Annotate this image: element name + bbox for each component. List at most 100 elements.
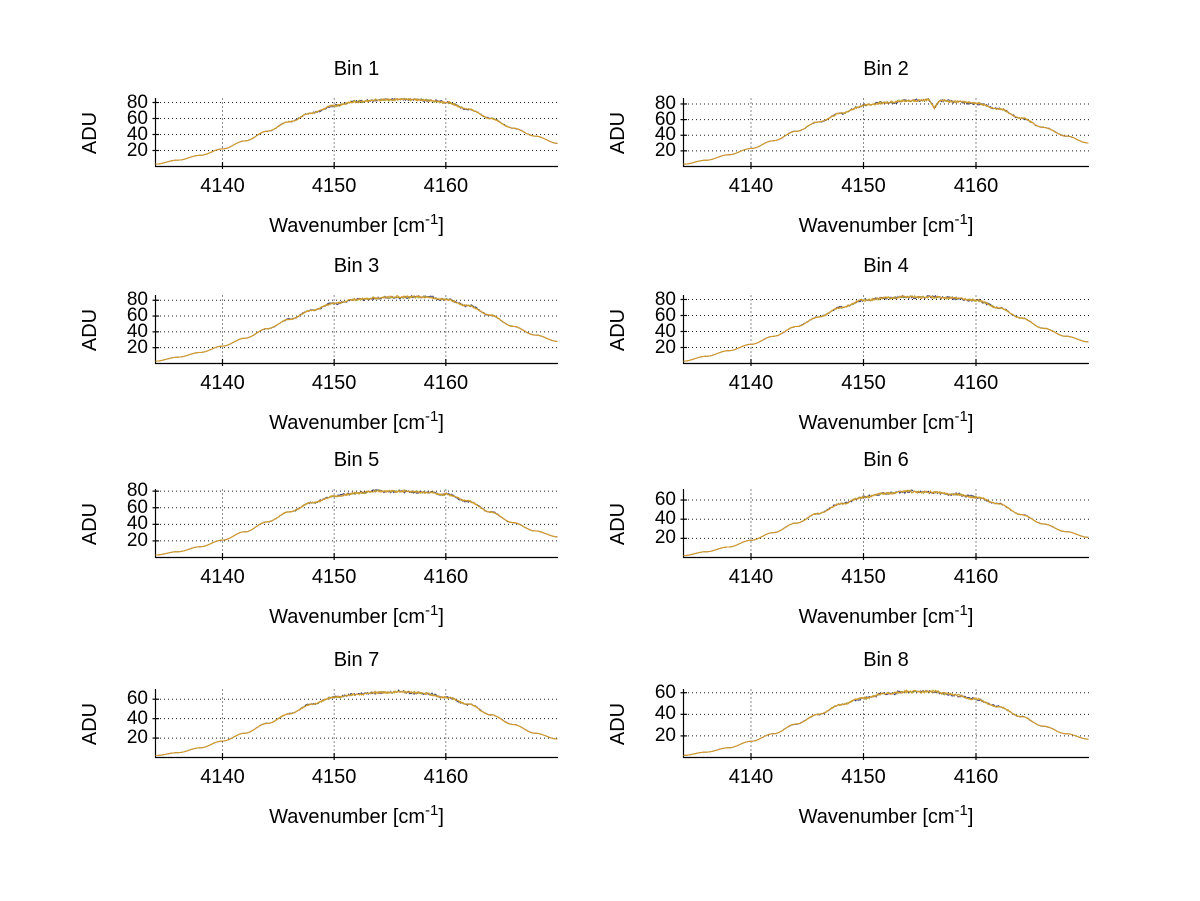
y-tick-label: 60 [126, 496, 148, 518]
y-tick-label: 80 [654, 92, 676, 114]
x-axis-label-superscript: -1 [954, 211, 968, 228]
axes [152, 689, 558, 760]
y-tick-label: 60 [654, 489, 676, 511]
y-axis-label: ADU [607, 111, 629, 154]
x-axis-label-superscript: -1 [954, 408, 968, 425]
plot-title: Bin 7 [333, 649, 380, 671]
x-tick-label: 4160 [953, 566, 999, 588]
grid-lines [156, 689, 558, 757]
x-tick-label: 4150 [841, 372, 886, 394]
spectrum-line-olive [683, 689, 1089, 756]
x-tick-label: 4160 [953, 372, 999, 394]
y-tick-label: 20 [126, 727, 148, 749]
axes [152, 489, 558, 560]
spectrum-line-olive [155, 690, 558, 757]
axes [680, 295, 1089, 366]
x-axis-label: Wavenumber [cm-1] [155, 798, 558, 830]
spectrum-line-dark [683, 689, 1089, 756]
x-axis-label-superscript: -1 [425, 211, 439, 228]
x-tick-label: 4160 [423, 175, 469, 197]
spectrum-line-orange [683, 489, 1089, 557]
spectrum-line-orange [155, 690, 558, 757]
spectrum-line-olive [155, 488, 558, 556]
y-axis-label: ADU [607, 702, 629, 745]
x-axis-label-superscript: -1 [954, 602, 968, 619]
x-tick-label: 4160 [423, 566, 469, 588]
spectrum-line-orange [683, 689, 1089, 756]
spectrum-line-olive [155, 295, 558, 362]
spectrum-line-dark [155, 488, 558, 556]
y-axis-label: ADU [79, 308, 101, 351]
x-axis-label-text: Wavenumber [cm [798, 606, 955, 628]
spectrum-line-dark [155, 689, 558, 757]
x-axis-label-superscript: -1 [425, 408, 439, 425]
plot-title: Bin 2 [863, 58, 909, 80]
spectrum-line-olive [683, 98, 1089, 165]
axes [680, 98, 1089, 169]
x-axis-label-text: Wavenumber [cm [798, 806, 955, 828]
plot-area [152, 488, 558, 560]
x-tick-label: 4150 [841, 766, 886, 788]
plot-area [680, 489, 1089, 560]
y-tick-label: 60 [654, 108, 676, 130]
axes [680, 689, 1089, 760]
x-axis-label-text: Wavenumber [cm [269, 412, 426, 434]
y-tick-label: 60 [126, 305, 148, 327]
x-tick-label: 4150 [841, 566, 886, 588]
x-axis-label: Wavenumber [cm-1] [155, 598, 558, 630]
spectrum-line-orange [683, 98, 1089, 165]
y-tick-label: 40 [126, 123, 148, 145]
x-tick-label: 4150 [841, 175, 886, 197]
x-axis-label: Wavenumber [cm-1] [683, 598, 1089, 630]
plot-area [680, 98, 1089, 169]
y-tick-label: 60 [126, 107, 148, 129]
y-axis-label: ADU [79, 702, 101, 745]
x-axis-label-superscript: -1 [425, 802, 439, 819]
spectrum-line-dark [683, 98, 1089, 165]
axes [680, 489, 1089, 560]
grid-lines [684, 689, 1089, 757]
grid-lines [684, 98, 1089, 166]
y-tick-label: 80 [126, 480, 148, 502]
y-tick-label: 20 [654, 336, 676, 358]
spectrum-line-dark [683, 294, 1089, 362]
spectrum-line-olive [683, 294, 1089, 362]
x-axis-label: Wavenumber [cm-1] [683, 798, 1089, 830]
y-tick-label: 40 [126, 707, 148, 729]
y-tick-label: 20 [126, 336, 148, 358]
x-tick-label: 4140 [200, 175, 245, 197]
x-tick-label: 4150 [311, 566, 357, 588]
y-tick-label: 20 [126, 139, 148, 161]
x-axis-label-superscript: -1 [954, 802, 968, 819]
x-axis-label-text: Wavenumber [cm [798, 412, 955, 434]
spectrum-line-orange [155, 97, 558, 165]
x-tick-label: 4140 [200, 372, 245, 394]
x-tick-label: 4150 [311, 766, 357, 788]
y-tick-label: 60 [654, 681, 676, 703]
spectrum-line-dark [155, 97, 558, 165]
y-axis-label: ADU [607, 502, 629, 545]
x-tick-label: 4150 [311, 175, 357, 197]
grid-lines [156, 295, 558, 363]
plot-area [152, 294, 558, 366]
x-axis-label-text: ] [967, 806, 974, 828]
y-tick-label: 20 [654, 527, 676, 549]
y-tick-label: 20 [654, 724, 676, 746]
y-axis-label: ADU [607, 308, 629, 351]
x-tick-label: 4140 [728, 766, 774, 788]
plot-title: Bin 6 [863, 449, 909, 471]
x-tick-label: 4150 [311, 372, 357, 394]
plot-title: Bin 8 [863, 649, 909, 671]
y-tick-label: 60 [654, 304, 676, 326]
x-tick-label: 4140 [728, 566, 774, 588]
x-axis-label: Wavenumber [cm-1] [683, 207, 1089, 239]
spectrum-line-orange [155, 295, 558, 362]
y-tick-label: 80 [654, 288, 676, 310]
y-tick-label: 40 [654, 124, 676, 146]
plot-title: Bin 1 [333, 58, 380, 80]
spectrum-line-olive [155, 98, 558, 165]
grid-lines [156, 489, 558, 557]
y-tick-label: 20 [654, 139, 676, 161]
plot-title: Bin 3 [333, 255, 380, 277]
